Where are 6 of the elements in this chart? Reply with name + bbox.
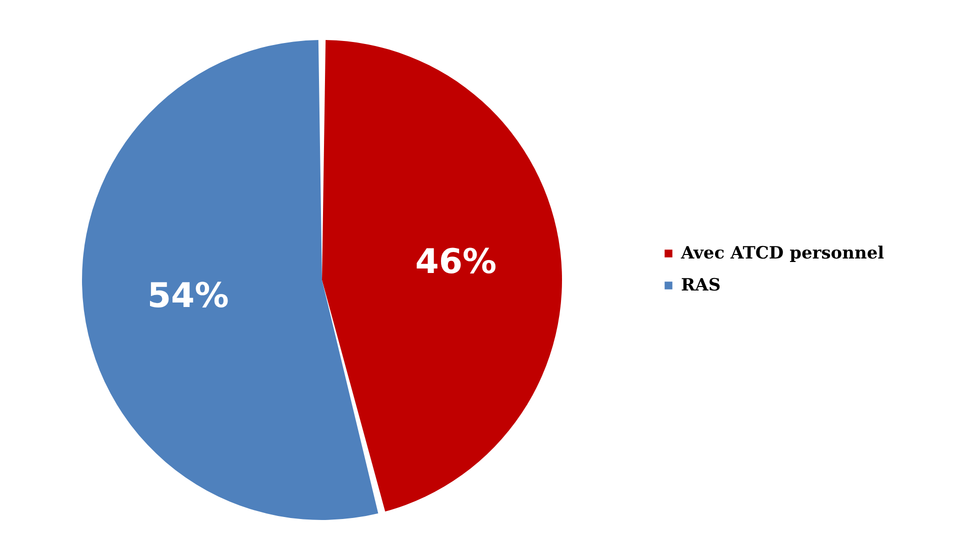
data-label: 46%: [415, 242, 497, 282]
data-label: 54%: [147, 276, 229, 316]
legend-label: RAS: [681, 276, 721, 296]
pie-slice: [82, 40, 378, 520]
pie-slice: [322, 40, 562, 512]
legend-label: Avec ATCD personnel: [680, 244, 885, 264]
